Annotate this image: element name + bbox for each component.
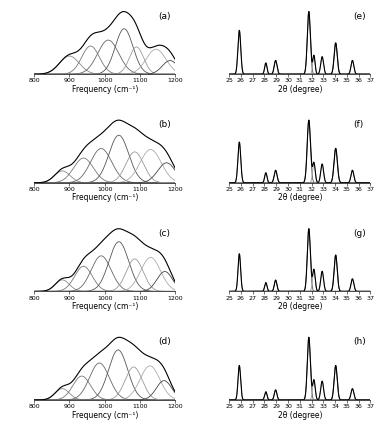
Text: (g): (g) [353, 229, 366, 238]
X-axis label: Frequency (cm⁻¹): Frequency (cm⁻¹) [71, 85, 138, 94]
X-axis label: 2θ (degree): 2θ (degree) [277, 85, 322, 94]
Text: (e): (e) [353, 12, 366, 21]
Text: (b): (b) [158, 120, 171, 129]
X-axis label: 2θ (degree): 2θ (degree) [277, 193, 322, 203]
X-axis label: 2θ (degree): 2θ (degree) [277, 302, 322, 311]
Text: (a): (a) [158, 12, 171, 21]
X-axis label: Frequency (cm⁻¹): Frequency (cm⁻¹) [71, 410, 138, 419]
X-axis label: Frequency (cm⁻¹): Frequency (cm⁻¹) [71, 193, 138, 203]
X-axis label: Frequency (cm⁻¹): Frequency (cm⁻¹) [71, 302, 138, 311]
Text: (d): (d) [158, 338, 171, 346]
X-axis label: 2θ (degree): 2θ (degree) [277, 410, 322, 419]
Text: (c): (c) [158, 229, 170, 238]
Text: (h): (h) [353, 338, 366, 346]
Text: (f): (f) [353, 120, 364, 129]
